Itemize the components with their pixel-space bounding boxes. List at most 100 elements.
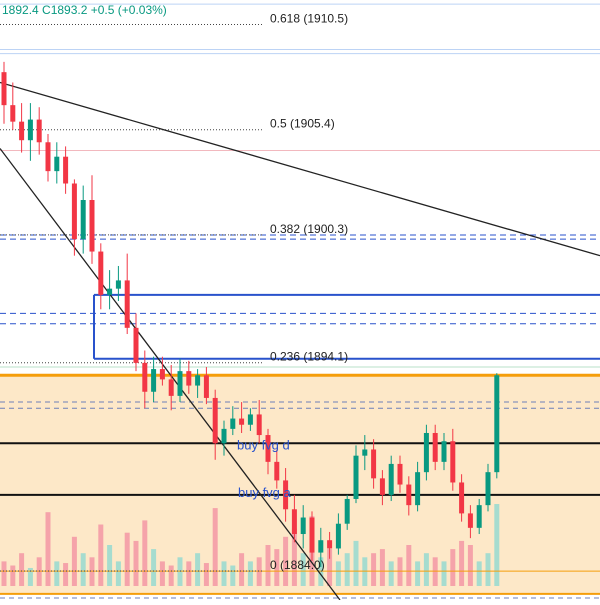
volume-bar (494, 504, 500, 586)
candle-body (107, 288, 113, 295)
volume-bar (476, 561, 482, 586)
candle-body (89, 200, 95, 252)
candle-body (265, 435, 271, 462)
candle-body (177, 371, 183, 396)
volume-bar (186, 561, 192, 586)
volume-bar (230, 565, 236, 586)
candle-body (10, 105, 16, 122)
candle-body (54, 156, 60, 172)
volume-bar (80, 553, 86, 586)
candle-body (133, 327, 139, 363)
volume-bar (151, 549, 157, 586)
candle-body (423, 432, 429, 473)
volume-bar (203, 563, 209, 586)
volume-bar (300, 553, 306, 586)
volume-bar (371, 553, 377, 586)
fib-level-label: 0 (1884.0) (270, 558, 325, 572)
candle-body (221, 428, 227, 444)
volume-bar (265, 545, 271, 586)
candle-body (485, 472, 491, 506)
volume-bar (397, 557, 403, 586)
volume-bar (1, 561, 7, 586)
volume-bar (459, 540, 465, 586)
candle-body (335, 523, 341, 549)
candle-body (300, 517, 306, 535)
volume-bar (415, 561, 421, 586)
candle-body (230, 418, 236, 429)
candle-body (19, 121, 25, 141)
descending-trendline[interactable] (0, 81, 600, 257)
volume-bar (450, 549, 456, 586)
volume-bar (441, 561, 447, 586)
candle-body (441, 441, 447, 462)
volume-bar (195, 553, 201, 586)
volume-bar (362, 557, 368, 586)
volume-bar (36, 557, 42, 586)
candle-body (494, 375, 500, 473)
candle-body (27, 119, 33, 141)
candle-body (186, 371, 192, 386)
volume-bar (406, 545, 412, 586)
candle-body (195, 375, 201, 386)
candle-body (159, 369, 165, 380)
candle-body (327, 540, 333, 549)
volume-bar (133, 540, 139, 586)
candle-body (274, 461, 280, 481)
volume-bar (98, 524, 104, 586)
volume-bar (221, 561, 227, 586)
candle-body (371, 449, 377, 479)
steep-trendline[interactable] (0, 148, 341, 601)
volume-bar (353, 540, 359, 586)
candle-body (80, 200, 86, 240)
volume-bar (247, 561, 253, 586)
volume-bar (318, 557, 324, 586)
volume-bar (388, 561, 394, 586)
candle-body (353, 455, 359, 499)
ohlc-readout: 1892.4 C1893.2 +0.5 (+0.03%) (2, 3, 167, 17)
candle-body (291, 509, 297, 535)
volume-bar (124, 532, 130, 586)
candle-body (247, 414, 253, 425)
candle-body (239, 418, 245, 425)
volume-bar (485, 553, 491, 586)
volume-bar (327, 549, 333, 586)
volume-bar (379, 549, 385, 586)
candle-body (388, 463, 394, 495)
volume-bar (107, 545, 113, 586)
candle-body (344, 498, 350, 524)
volume-bar (432, 557, 438, 586)
volume-bar (89, 557, 95, 586)
volume-bar (142, 520, 148, 586)
candle-body (397, 463, 403, 485)
candle-body (115, 280, 121, 289)
volume-bar (335, 561, 341, 586)
volume-bar (212, 508, 218, 586)
candle-body (98, 251, 104, 295)
volume-bar (115, 561, 121, 586)
volume-bar (239, 553, 245, 586)
candle-body (168, 379, 174, 396)
volume-bar (467, 545, 473, 586)
candle-body (151, 369, 157, 392)
volume-bar (71, 536, 77, 586)
candle-body (362, 449, 368, 456)
volume-bar (344, 553, 350, 586)
candle-body (318, 540, 324, 553)
candle-body (256, 414, 262, 436)
candle-body (467, 513, 473, 528)
volume-bar (283, 536, 289, 586)
candle-body (124, 280, 130, 328)
candle-body (379, 478, 385, 495)
candle-body (459, 482, 465, 514)
candle-body (406, 484, 412, 506)
volume-bar (423, 553, 429, 586)
candle-body (212, 397, 218, 444)
volume-bar (27, 567, 33, 586)
fvg-label: buy fvg a (238, 485, 292, 500)
candle-body (432, 432, 438, 462)
volume-bar (54, 561, 60, 586)
candle-body (203, 375, 209, 398)
candle-body (309, 517, 315, 553)
